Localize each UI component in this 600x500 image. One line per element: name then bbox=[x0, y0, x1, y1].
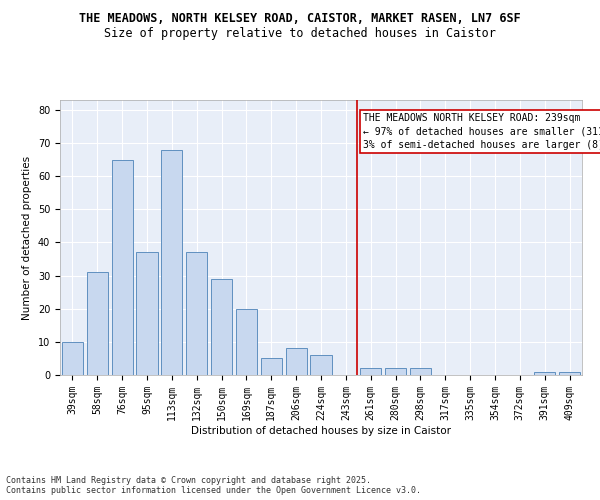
Bar bbox=[360, 368, 381, 375]
Bar bbox=[87, 272, 108, 375]
Bar bbox=[559, 372, 580, 375]
Bar bbox=[161, 150, 182, 375]
Text: Size of property relative to detached houses in Caistor: Size of property relative to detached ho… bbox=[104, 28, 496, 40]
Bar bbox=[310, 355, 332, 375]
Bar bbox=[236, 308, 257, 375]
Bar bbox=[385, 368, 406, 375]
Bar bbox=[186, 252, 207, 375]
Bar bbox=[534, 372, 555, 375]
Text: THE MEADOWS NORTH KELSEY ROAD: 239sqm
← 97% of detached houses are smaller (311): THE MEADOWS NORTH KELSEY ROAD: 239sqm ← … bbox=[363, 114, 600, 150]
Bar bbox=[410, 368, 431, 375]
Bar bbox=[286, 348, 307, 375]
Text: THE MEADOWS, NORTH KELSEY ROAD, CAISTOR, MARKET RASEN, LN7 6SF: THE MEADOWS, NORTH KELSEY ROAD, CAISTOR,… bbox=[79, 12, 521, 26]
X-axis label: Distribution of detached houses by size in Caistor: Distribution of detached houses by size … bbox=[191, 426, 451, 436]
Bar bbox=[62, 342, 83, 375]
Bar bbox=[211, 279, 232, 375]
Bar bbox=[136, 252, 158, 375]
Text: Contains HM Land Registry data © Crown copyright and database right 2025.
Contai: Contains HM Land Registry data © Crown c… bbox=[6, 476, 421, 495]
Bar bbox=[112, 160, 133, 375]
Bar bbox=[261, 358, 282, 375]
Y-axis label: Number of detached properties: Number of detached properties bbox=[22, 156, 32, 320]
